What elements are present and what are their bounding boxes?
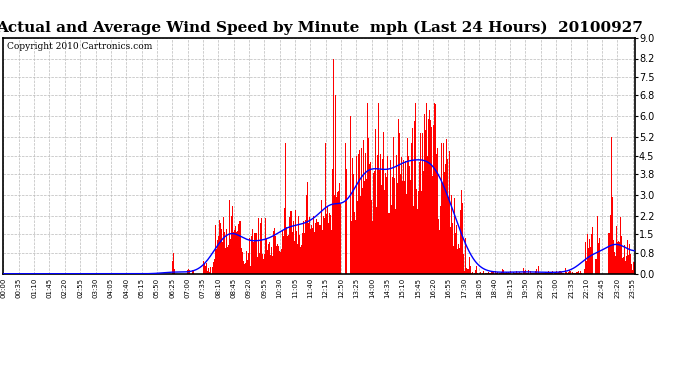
Title: Actual and Average Wind Speed by Minute  mph (Last 24 Hours)  20100927: Actual and Average Wind Speed by Minute … bbox=[0, 21, 642, 35]
Text: Copyright 2010 Cartronics.com: Copyright 2010 Cartronics.com bbox=[7, 42, 152, 51]
